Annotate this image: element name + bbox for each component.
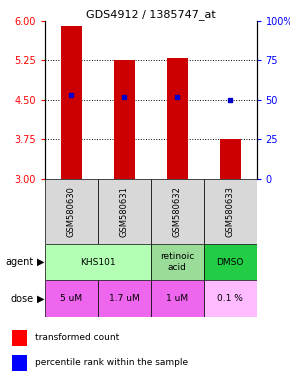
Text: dose: dose — [10, 293, 33, 304]
Bar — [12, 329, 27, 346]
Title: GDS4912 / 1385747_at: GDS4912 / 1385747_at — [86, 9, 216, 20]
Bar — [12, 354, 27, 371]
Bar — [61, 26, 82, 179]
Bar — [204, 179, 257, 244]
Bar — [204, 280, 257, 317]
Bar — [45, 244, 151, 280]
Text: ▶: ▶ — [37, 293, 44, 304]
Text: GSM580632: GSM580632 — [173, 186, 182, 237]
Text: 1 uM: 1 uM — [166, 294, 188, 303]
Text: 5 uM: 5 uM — [60, 294, 82, 303]
Text: DMSO: DMSO — [217, 258, 244, 266]
Bar — [114, 61, 135, 179]
Text: 0.1 %: 0.1 % — [217, 294, 243, 303]
Bar — [45, 280, 98, 317]
Bar — [204, 244, 257, 280]
Bar — [151, 244, 204, 280]
Text: GSM580633: GSM580633 — [226, 186, 235, 237]
Text: 1.7 uM: 1.7 uM — [109, 294, 140, 303]
Text: retinoic
acid: retinoic acid — [160, 252, 194, 272]
Bar — [167, 58, 188, 179]
Bar — [151, 179, 204, 244]
Bar — [220, 139, 241, 179]
Text: agent: agent — [5, 257, 33, 267]
Bar — [98, 179, 151, 244]
Text: transformed count: transformed count — [35, 333, 120, 343]
Text: GSM580631: GSM580631 — [120, 186, 129, 237]
Bar — [45, 179, 98, 244]
Text: GSM580630: GSM580630 — [67, 186, 76, 237]
Text: ▶: ▶ — [37, 257, 44, 267]
Bar — [98, 280, 151, 317]
Text: KHS101: KHS101 — [80, 258, 116, 266]
Bar — [151, 280, 204, 317]
Text: percentile rank within the sample: percentile rank within the sample — [35, 358, 188, 367]
